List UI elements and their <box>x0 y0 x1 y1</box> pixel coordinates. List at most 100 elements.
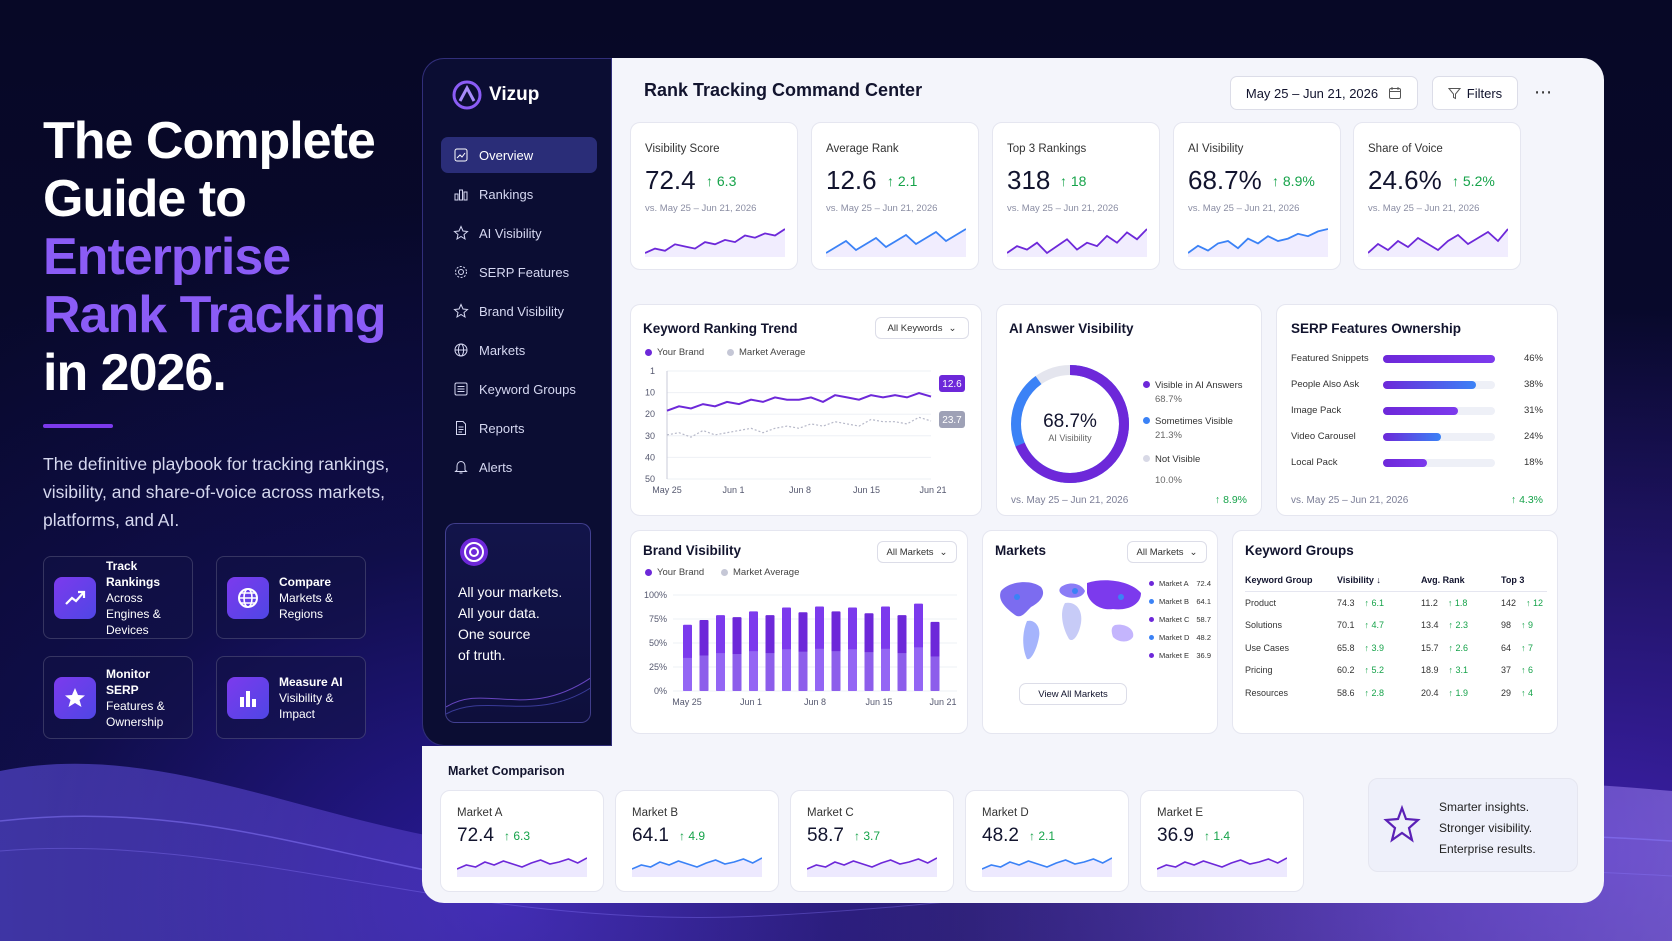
market-delta: ↑ 1.4 <box>1204 829 1231 843</box>
kpi-comparison-text: vs. May 25 – Jun 21, 2026 <box>826 203 938 214</box>
brand-visibility-bar-lower <box>798 651 808 691</box>
hero-divider <box>43 424 113 428</box>
brand-visibility-bar-lower <box>815 648 824 691</box>
serp-row-label: Featured Snippets <box>1291 353 1369 364</box>
sparkle-icon <box>1383 805 1421 843</box>
sidebar-item-label: Rankings <box>479 186 534 202</box>
y-tick-label: 20 <box>645 409 655 419</box>
ai-legend-item: Sometimes Visible 21.3% <box>1143 415 1233 443</box>
y-tick-label: 10 <box>645 388 655 398</box>
kpi-comparison-text: vs. May 25 – Jun 21, 2026 <box>1188 203 1300 214</box>
sidebar-promo: All your markets. All your data. One sou… <box>445 523 591 723</box>
brand-visibility-bar-lower <box>782 649 791 691</box>
market-comparison-card[interactable]: Market B 64.1 ↑ 4.9 <box>615 790 779 892</box>
kpi-value: 24.6% <box>1368 165 1442 195</box>
ai-visibility-delta: ↑ 8.9% <box>1214 494 1247 506</box>
market-comparison-card[interactable]: Market D 48.2 ↑ 2.1 <box>965 790 1129 892</box>
market-comparison-card[interactable]: Market E 36.9 ↑ 1.4 <box>1140 790 1304 892</box>
kpi-card-visibility-score[interactable]: Visibility Score 72.4 ↑ 6.3 vs. May 25 – Ju… <box>630 122 798 270</box>
serp-row-value: 46% <box>1523 353 1543 364</box>
serp-delta: ↑ 4.3% <box>1510 494 1543 506</box>
market-comparison-card[interactable]: Market C 58.7 ↑ 3.7 <box>790 790 954 892</box>
legend-market-average: Market Average <box>727 347 805 358</box>
serp-bar <box>1383 433 1442 441</box>
app-logo[interactable]: Vizup <box>451 79 539 111</box>
target-icon <box>460 538 488 566</box>
market-comparison-card[interactable]: Market A 72.4 ↑ 6.3 <box>440 790 604 892</box>
markets-dropdown[interactable]: All Markets ⌄ <box>1127 541 1207 563</box>
table-row[interactable]: Use Cases 65.8 ↑ 3.9 15.7 ↑ 2.6 64 ↑ 7 <box>1245 642 1534 653</box>
hero: The Complete Guide to Enterprise Rank Tr… <box>43 112 403 534</box>
table-row[interactable]: Solutions 70.1 ↑ 4.7 13.4 ↑ 2.3 98 ↑ 9 <box>1245 620 1534 631</box>
market-sparkline <box>982 857 1112 877</box>
table-row[interactable]: Pricing 60.2 ↑ 5.2 18.9 ↑ 3.1 37 ↑ 6 <box>1245 665 1534 676</box>
main-panel: Rank Tracking Command Center May 25 – Ju… <box>612 58 1604 746</box>
sidebar-item-overview[interactable]: Overview <box>441 137 597 173</box>
market-delta: ↑ 3.7 <box>854 829 881 843</box>
y-tick-label: 75% <box>649 614 667 624</box>
market-list-item: Market B 64.1 <box>1149 597 1211 606</box>
sidebar-item-label: Brand Visibility <box>479 303 565 319</box>
serp-bar <box>1383 407 1459 415</box>
kpi-card-top-3-rankings[interactable]: Top 3 Rankings 318 ↑ 18 vs. May 25 – Jun 21… <box>992 122 1160 270</box>
keyword-filter-dropdown[interactable]: All Keywords ⌄ <box>875 317 969 339</box>
feature-monitor-serp: Monitor SERP Features & Ownership <box>43 656 193 739</box>
kpi-sparkline <box>645 228 785 257</box>
sidebar-item-alerts[interactable]: Alerts <box>441 449 597 485</box>
sidebar-item-label: AI Visibility <box>479 225 542 241</box>
serp-row-label: People Also Ask <box>1291 379 1360 390</box>
x-tick-label: Jun 21 <box>919 485 946 495</box>
bell-icon <box>454 460 468 474</box>
kpi-comparison-text: vs. May 25 – Jun 21, 2026 <box>1368 203 1480 214</box>
kpi-comparison-text: vs. May 25 – Jun 21, 2026 <box>645 203 757 214</box>
sidebar-item-ai-visibility[interactable]: AI Visibility <box>441 215 597 251</box>
kpi-sparkline <box>1188 228 1328 257</box>
filters-button[interactable]: Filters <box>1432 76 1518 110</box>
bar-chart-icon <box>227 676 269 719</box>
chevron-down-icon: ⌄ <box>939 546 948 558</box>
brand-visibility-bar-lower <box>881 648 890 691</box>
sidebar-item-brand-visibility[interactable]: Brand Visibility <box>441 293 597 329</box>
kpi-comparison-text: vs. May 25 – Jun 21, 2026 <box>1007 203 1119 214</box>
sidebar-nav: Overview Rankings AI Visibility SERP Featur… <box>441 137 597 488</box>
sidebar-item-reports[interactable]: Reports <box>441 410 597 446</box>
list-icon <box>454 382 468 396</box>
kpi-card-share-of-voice[interactable]: Share of Voice 24.6% ↑ 5.2% vs. May 25 – Ju… <box>1353 122 1521 270</box>
market-list-item: Market C 58.7 <box>1149 615 1211 624</box>
sidebar-item-keyword-groups[interactable]: Keyword Groups <box>441 371 597 407</box>
date-range-picker[interactable]: May 25 – Jun 21, 2026 <box>1230 76 1418 110</box>
kpi-card-ai-visibility[interactable]: AI Visibility 68.7% ↑ 8.9% vs. May 25 – Jun… <box>1173 122 1341 270</box>
sparkle-icon <box>453 225 469 241</box>
kpi-value: 68.7% <box>1188 165 1262 195</box>
world-map <box>1000 580 1141 660</box>
serp-bar-track <box>1383 407 1495 415</box>
market-sparkline <box>457 857 587 877</box>
trend-up-icon <box>54 576 96 619</box>
table-row[interactable]: Resources 58.6 ↑ 2.8 20.4 ↑ 1.9 29 ↑ 4 <box>1245 687 1534 698</box>
brand-visibility-bar-lower <box>897 653 907 691</box>
brand-visibility-bar-lower <box>848 649 857 691</box>
serp-row-value: 24% <box>1523 431 1543 442</box>
view-all-markets-button[interactable]: View All Markets <box>1019 683 1127 705</box>
table-row[interactable]: Product 74.3 ↑ 6.1 11.2 ↑ 1.8 142 ↑ 12 <box>1245 598 1544 608</box>
hero-subtitle: The definitive playbook for tracking ran… <box>43 454 390 530</box>
brand-market-dropdown[interactable]: All Markets ⌄ <box>877 541 957 563</box>
brand-visibility-bar-lower <box>930 656 940 691</box>
market-name: Market B <box>632 807 679 819</box>
chevron-down-icon: ⌄ <box>948 322 957 334</box>
sidebar-item-serp-features[interactable]: SERP Features <box>441 254 597 290</box>
feature-track-rankings: Track Rankings Across Engines & Devices <box>43 556 193 639</box>
ai-legend-item: Visible in AI Answers 68.7% <box>1143 379 1242 407</box>
more-options-icon[interactable]: ⋯ <box>1534 82 1552 102</box>
kpi-card-average-rank[interactable]: Average Rank 12.6 ↑ 2.1 vs. May 25 – Jun 21… <box>811 122 979 270</box>
kpi-sparkline <box>1007 228 1147 257</box>
globe-icon <box>454 343 468 357</box>
sidebar-item-markets[interactable]: Markets <box>441 332 597 368</box>
market-comparison-panel: Market Comparison Smarter insights. Stro… <box>422 746 1604 903</box>
bar-chart-icon <box>454 189 468 201</box>
kpi-sparkline <box>1368 228 1508 257</box>
kpi-sparkline <box>826 228 966 257</box>
donut-center-value: 68.7% <box>1043 411 1097 432</box>
keyword-groups-table: Keyword Group Visibility ↓ Avg. Rank Top… <box>1245 569 1547 704</box>
sidebar-item-rankings[interactable]: Rankings <box>441 176 597 212</box>
